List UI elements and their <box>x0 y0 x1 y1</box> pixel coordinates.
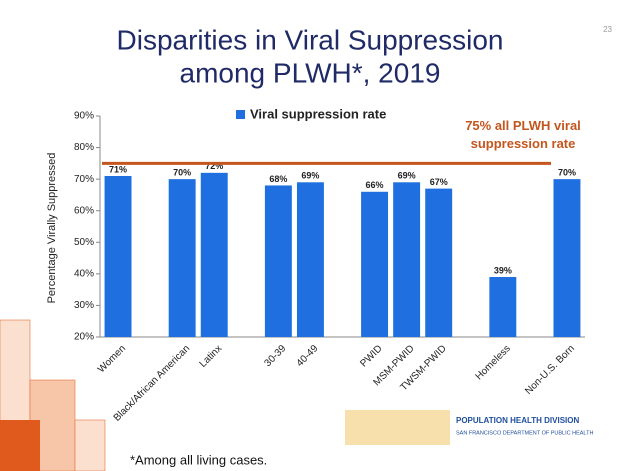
y-tick-label: 70% <box>74 174 94 185</box>
bar <box>361 192 388 337</box>
chart-title: Disparities in Viral Suppression <box>117 24 504 55</box>
legend-swatch <box>236 110 245 119</box>
y-tick-label: 50% <box>74 237 94 248</box>
bar <box>425 189 452 337</box>
slide: Disparities in Viral Suppression among P… <box>0 0 629 471</box>
y-axis-title: Percentage Virally Suppressed <box>46 153 58 304</box>
value-label: 69% <box>398 171 416 181</box>
logo-title: POPULATION HEALTH DIVISION <box>456 416 579 425</box>
decoration <box>0 320 105 471</box>
bar <box>489 277 516 337</box>
x-tick-label: Women <box>96 343 128 375</box>
chart: Disparities in Viral Suppression among P… <box>0 0 629 471</box>
y-tick-label: 40% <box>74 268 94 279</box>
logo-subtitle: SAN FRANCISCO DEPARTMENT OF PUBLIC HEALT… <box>456 430 593 436</box>
x-tick-label: PWID <box>358 343 384 369</box>
page-number: 23 <box>603 25 612 34</box>
y-tick-label: 30% <box>74 300 94 311</box>
bar <box>297 182 324 337</box>
x-tick-label: 30-39 <box>262 343 288 369</box>
bar <box>105 176 132 337</box>
y-tick-label: 60% <box>74 205 94 216</box>
bar <box>169 179 196 337</box>
y-tick-label: 90% <box>74 111 94 122</box>
reference-label: 75% all PLWH viral suppression rate <box>458 117 588 153</box>
value-label: 70% <box>173 168 191 178</box>
legend-label: Viral suppression rate <box>250 106 386 121</box>
footnote: *Among all living cases. <box>130 452 267 467</box>
x-tick-label: Non-U.S. Born <box>523 343 577 397</box>
x-tick-label: 40-49 <box>295 343 321 369</box>
bar <box>201 173 228 337</box>
bar <box>265 185 292 337</box>
logo: POPULATION HEALTH DIVISION SAN FRANCISCO… <box>345 410 593 445</box>
y-tick-label: 20% <box>74 332 94 343</box>
value-label: 71% <box>109 164 127 174</box>
x-tick-label: Homeless <box>474 343 513 382</box>
bar <box>393 182 420 337</box>
value-label: 69% <box>301 171 319 181</box>
y-tick-label: 80% <box>74 142 94 153</box>
x-tick-label: Latinx <box>198 343 225 370</box>
bar <box>553 179 580 337</box>
value-label: 68% <box>269 174 287 184</box>
value-label: 39% <box>494 265 512 275</box>
chart-title: among PLWH*, 2019 <box>180 57 441 88</box>
x-tick-label: Black/African American <box>112 343 192 423</box>
value-label: 66% <box>366 180 384 190</box>
value-label: 70% <box>558 168 576 178</box>
value-label: 67% <box>430 177 448 187</box>
